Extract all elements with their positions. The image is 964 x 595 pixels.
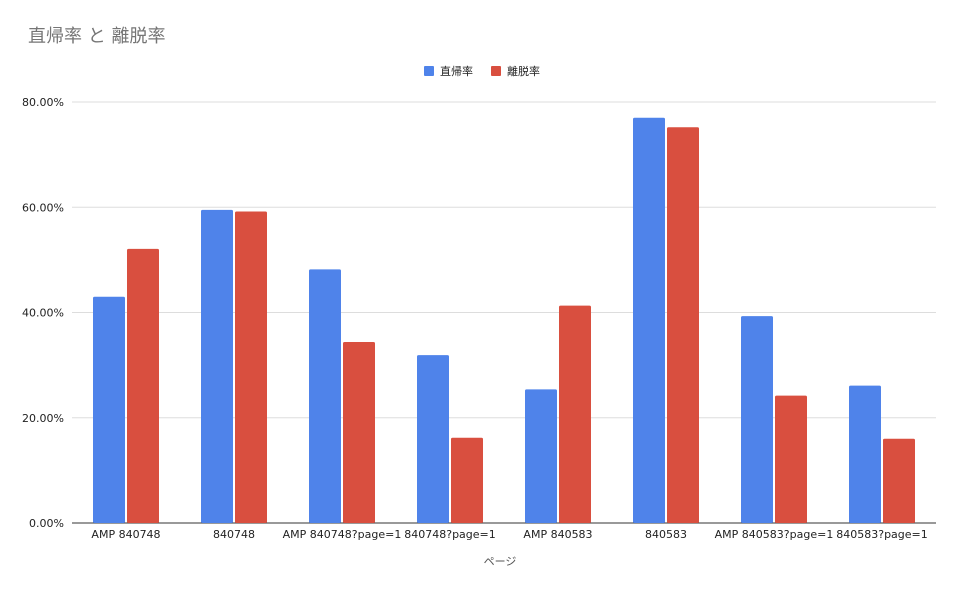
y-tick-label: 80.00% [22, 96, 64, 109]
bar-exit[interactable] [559, 305, 591, 523]
x-tick-label: AMP 840583?page=1 [715, 528, 834, 541]
bar-bounce[interactable] [309, 269, 341, 523]
y-tick-label: 0.00% [29, 517, 64, 530]
x-axis-title: ページ [484, 555, 517, 568]
bar-bounce[interactable] [93, 296, 125, 523]
bar-bounce[interactable] [525, 389, 557, 523]
bar-bounce[interactable] [849, 385, 881, 523]
x-tick-label: AMP 840583 [523, 528, 592, 541]
legend: 直帰率 離脱率 [0, 63, 964, 79]
x-tick-label: AMP 840748 [91, 528, 160, 541]
x-tick-label: 840583?page=1 [836, 528, 928, 541]
chart-title: 直帰率 と 離脱率 [28, 26, 166, 47]
y-tick-label: 60.00% [22, 201, 64, 214]
bar-exit[interactable] [775, 395, 807, 523]
bar-exit[interactable] [451, 437, 483, 523]
bar-exit[interactable] [343, 341, 375, 523]
y-tick-label: 20.00% [22, 412, 64, 425]
legend-item-exit[interactable]: 離脱率 [491, 63, 540, 79]
bar-exit[interactable] [235, 211, 267, 523]
y-tick-label: 40.00% [22, 307, 64, 320]
bar-bounce[interactable] [741, 316, 773, 523]
legend-swatch-bounce [424, 66, 434, 76]
bar-bounce[interactable] [633, 117, 665, 523]
legend-label-exit: 離脱率 [507, 65, 540, 78]
legend-item-bounce[interactable]: 直帰率 [424, 63, 473, 79]
x-tick-label: 840748?page=1 [404, 528, 496, 541]
x-tick-label: 840583 [645, 528, 687, 541]
legend-label-bounce: 直帰率 [440, 65, 473, 78]
x-tick-label: AMP 840748?page=1 [283, 528, 402, 541]
bar-bounce[interactable] [417, 355, 449, 523]
x-tick-label: 840748 [213, 528, 255, 541]
bar-exit[interactable] [127, 248, 159, 524]
bar-bounce[interactable] [201, 209, 233, 523]
legend-swatch-exit [491, 66, 501, 76]
bar-exit[interactable] [667, 127, 699, 523]
bar-exit[interactable] [883, 438, 915, 523]
